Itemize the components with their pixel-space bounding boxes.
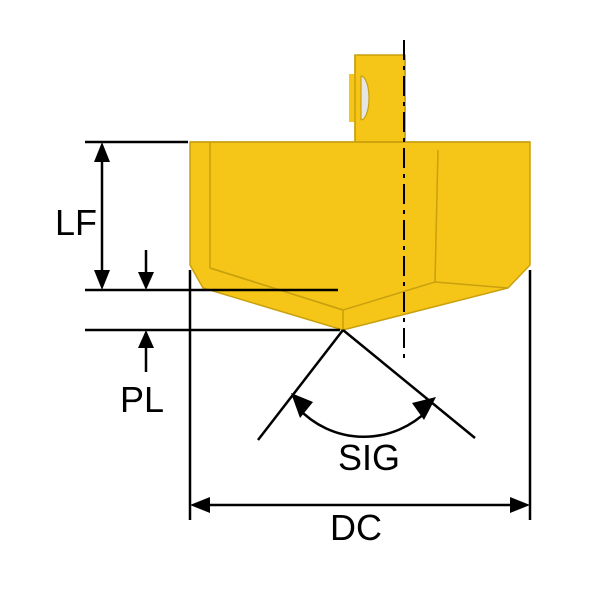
dc-label: DC (330, 507, 382, 548)
pl-label: PL (120, 379, 164, 420)
lf-dimension: LF (55, 142, 188, 290)
technical-diagram: LF PL SIG DC (0, 0, 600, 600)
tool-body (190, 142, 530, 330)
sig-label: SIG (338, 437, 400, 478)
lf-label: LF (55, 202, 97, 243)
sig-dimension: SIG (258, 330, 475, 478)
